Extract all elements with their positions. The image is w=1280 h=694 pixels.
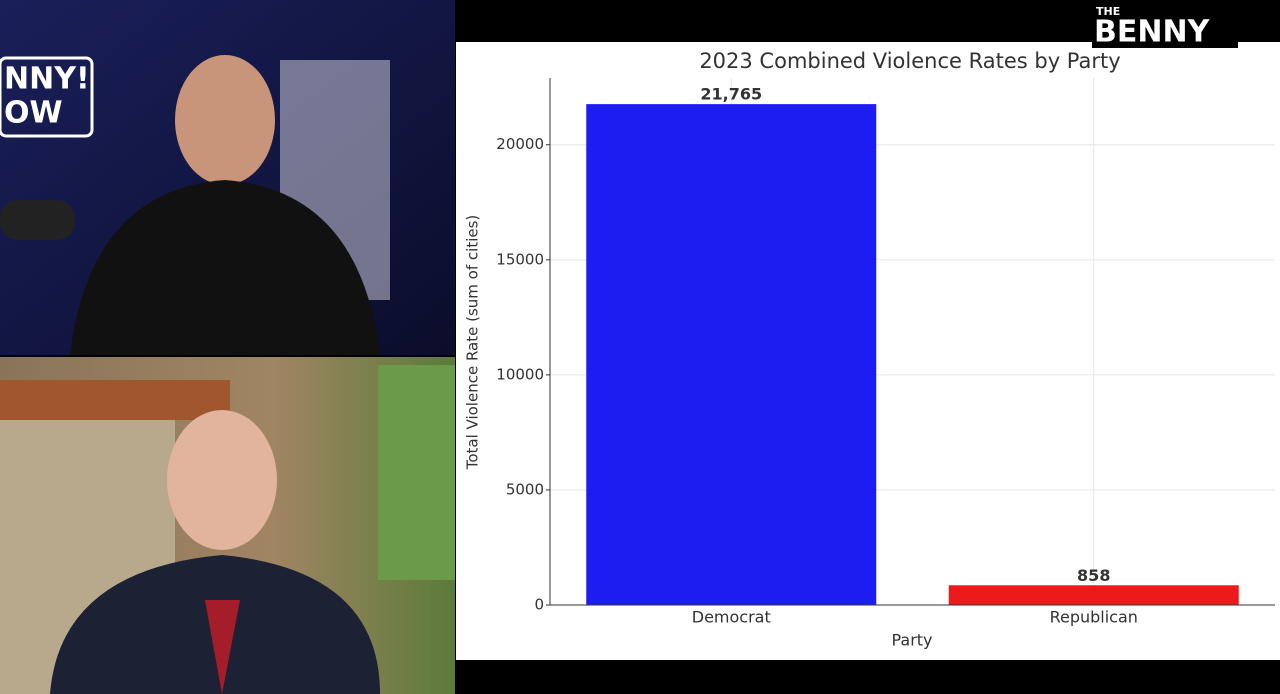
chart-title: 2023 Combined Violence Rates by Party [699, 49, 1120, 73]
plot: 0 5000 10000 15000 20000 Democrat 21,765 Republ… [496, 78, 1275, 627]
y-axis-label: Total Violence Rate (sum of cities) [464, 215, 482, 471]
x-tick-label: Republican [1050, 608, 1138, 627]
mantel [0, 380, 230, 420]
side-logo-text: OW [4, 96, 63, 131]
y-tick-label: 20000 [496, 135, 544, 153]
y-tick-label: 15000 [496, 250, 544, 268]
x-tick-label: Democrat [692, 608, 771, 627]
show-logo: THE BENNY [1092, 5, 1238, 50]
side-logo: NNY! OW [0, 56, 94, 138]
y-tick-label: 10000 [496, 365, 544, 383]
bar [586, 104, 877, 605]
logo-small: THE [1096, 5, 1120, 18]
value-label: 21,765 [700, 85, 762, 104]
y-tick-label: 5000 [506, 480, 544, 498]
guest [50, 410, 380, 694]
side-logo-text: NNY! [4, 62, 90, 97]
y-tick-label: 0 [534, 596, 544, 614]
microphone [0, 200, 75, 240]
x-axis-label: Party [891, 631, 932, 650]
value-label: 858 [1077, 566, 1110, 585]
logo-text: BENNY [1094, 15, 1211, 50]
window [378, 365, 455, 580]
bar [948, 585, 1239, 605]
host [70, 55, 380, 355]
